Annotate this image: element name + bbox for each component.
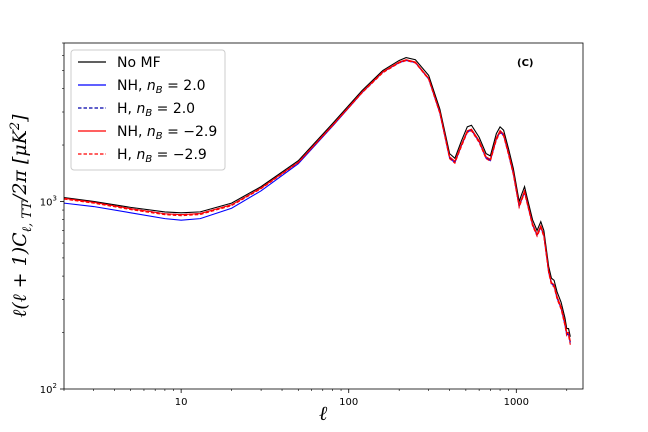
series-line-5 — [63, 60, 571, 345]
y-axis-label-sup: 2 — [8, 122, 23, 131]
y-axis-label-tail: /2π [μK — [9, 128, 31, 203]
series-layer — [63, 57, 571, 345]
y-axis-label: ℓ(ℓ + 1)Cℓ, TT/2π [μK2] — [8, 114, 35, 318]
legend-label-2: NH, nB = 2.0 — [117, 78, 206, 96]
legend: No MF NH, nB = 2.0 H, nB = 2.0 NH, nB = −2.… — [70, 49, 226, 171]
y-axis-label-main: ℓ(ℓ + 1)C — [9, 232, 31, 318]
legend-label-5: H, nB = −2.9 — [117, 147, 207, 165]
legend-label-1: No MF — [117, 55, 161, 71]
y-tick-label-1: 102 — [40, 382, 57, 396]
x-tick-label-2: 100 — [339, 397, 358, 408]
panel-annotation: (C) — [517, 58, 533, 69]
series-line-4 — [63, 59, 571, 342]
x-tick-label-3: 1000 — [504, 397, 529, 408]
x-tick-label-1: 10 — [175, 397, 188, 408]
y-tick-label-2: 103 — [40, 194, 57, 208]
legend-label-4: NH, nB = −2.9 — [117, 124, 217, 142]
x-axis-label: ℓ — [319, 401, 328, 425]
series-line-1 — [63, 57, 571, 337]
y-axis-label-sub: ℓ, TT — [20, 200, 35, 233]
legend-box — [70, 49, 226, 171]
y-axis-label-end: ] — [9, 114, 31, 123]
plot-frame — [63, 42, 584, 390]
legend-label-3: H, nB = 2.0 — [117, 101, 195, 119]
